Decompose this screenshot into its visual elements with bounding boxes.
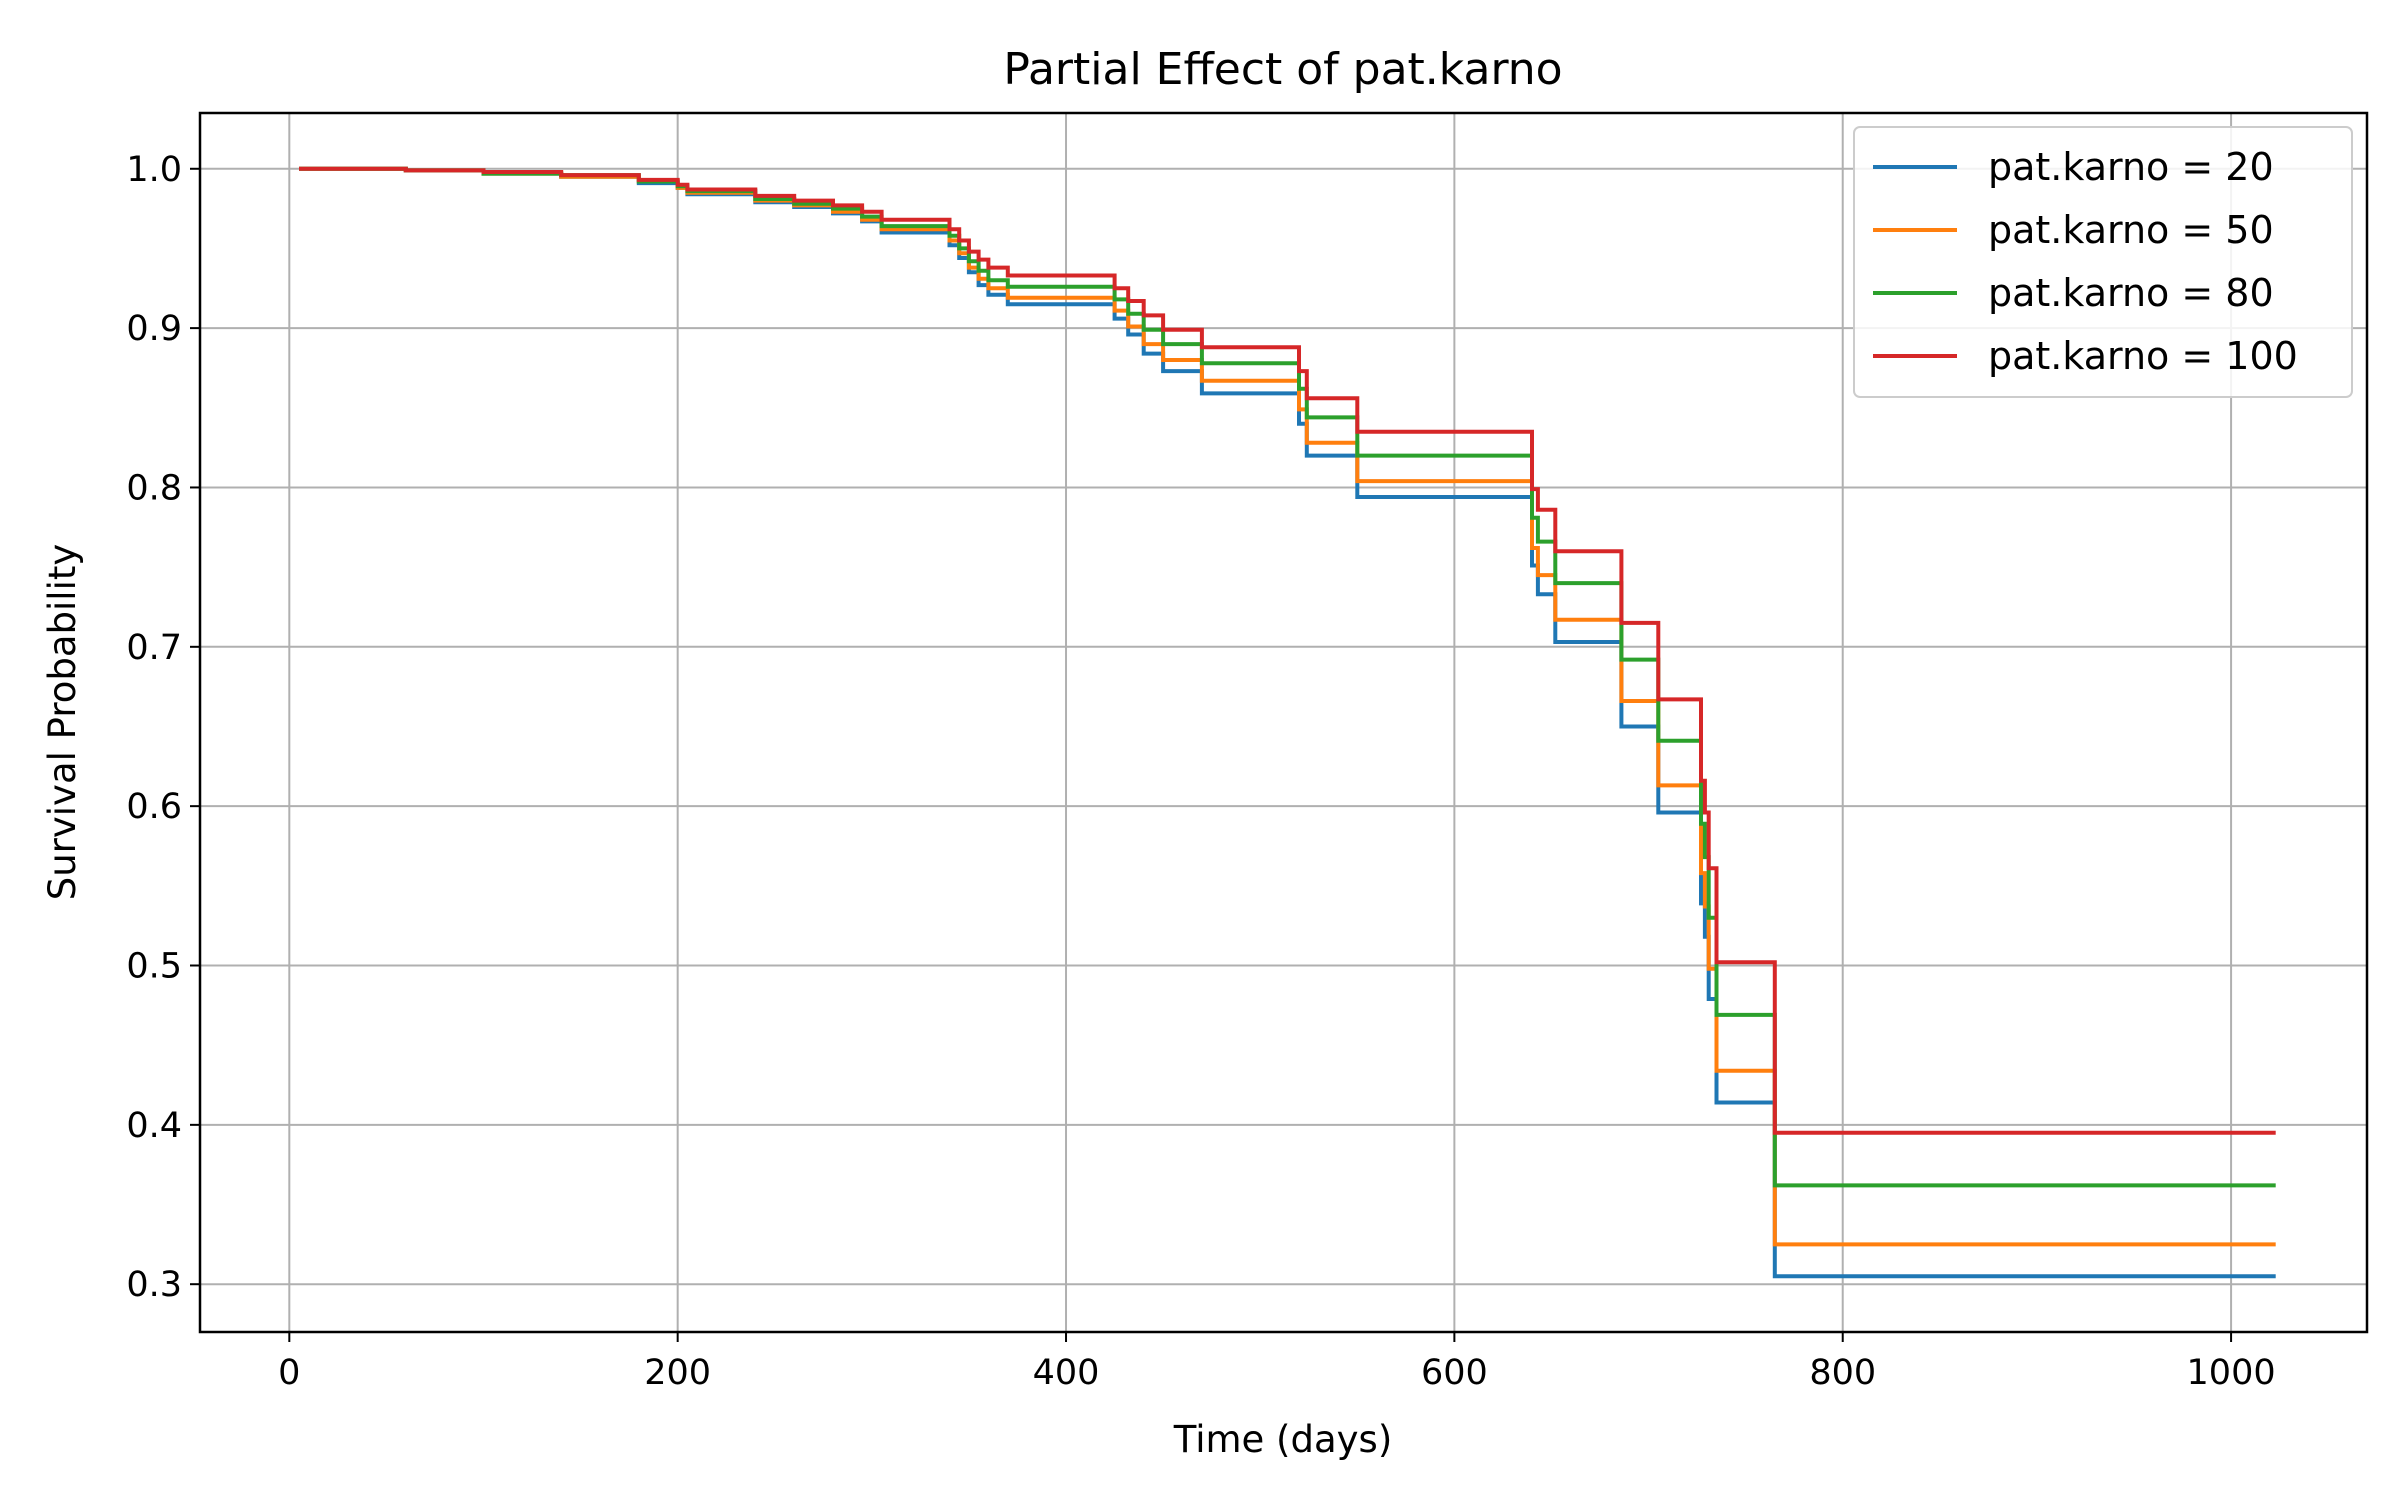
legend-label: pat.karno = 80 [1988,271,2274,315]
y-tick-label: 0.7 [126,628,182,668]
y-tick-label: 0.8 [126,468,182,508]
x-tick-label: 400 [1033,1353,1100,1393]
x-tick-label: 800 [1809,1353,1876,1393]
y-tick-label: 0.3 [126,1265,182,1305]
legend-label: pat.karno = 50 [1988,208,2274,252]
x-tick-label: 0 [278,1353,300,1393]
x-tick-label: 1000 [2187,1353,2276,1393]
x-tick-label: 200 [644,1353,711,1393]
y-tick-label: 0.5 [126,947,182,987]
y-tick-label: 0.6 [126,787,182,827]
series-layer [299,166,2276,1279]
legend-box [1853,126,2353,398]
y-tick-label: 1.0 [126,150,182,190]
y-axis: 0.3 0.4 0.5 0.6 0.7 0.8 0.9 1.0 [126,150,200,1305]
y-axis-title: Survival Probability [41,544,84,901]
plot-frame [198,111,2369,1334]
x-tick-label: 600 [1421,1353,1488,1393]
legend-label: pat.karno = 100 [1988,334,2298,378]
series-line-pat-karno-100 [299,166,2276,1135]
x-axis-title: Time (days) [1173,1418,1393,1461]
x-axis: 0 200 400 600 800 1000 [278,1332,2276,1393]
chart-title: Partial Effect of pat.karno [1003,44,1562,95]
y-tick-label: 0.9 [126,309,182,349]
legend-label: pat.karno = 20 [1988,145,2274,189]
grid-lines [200,113,2367,1332]
legend: pat.karno = 20 pat.karno = 50 pat.karno = … [1853,126,2353,398]
y-tick-label: 0.4 [126,1106,182,1146]
